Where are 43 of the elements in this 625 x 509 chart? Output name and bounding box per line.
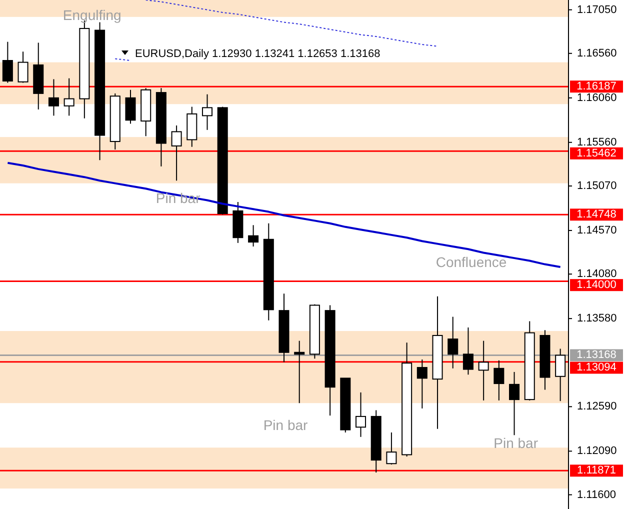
- candlestick: [448, 316, 458, 369]
- candlestick: [202, 94, 212, 130]
- y-tick-label: 1.16060: [577, 92, 617, 104]
- y-tick-label: 1.12590: [577, 400, 617, 413]
- candlestick: [494, 360, 504, 401]
- annotation: Confluence: [436, 254, 507, 270]
- y-tick-label: 1.14080: [577, 268, 617, 280]
- candlestick: [2, 41, 13, 84]
- text: EURUSD,Daily 1.12930 1.13241 1.12653 1.13168: [135, 48, 380, 60]
- candlestick: [64, 78, 74, 116]
- candlestick: [48, 78, 59, 116]
- annotation: Engulfing: [62, 7, 122, 23]
- annotation: Pin bar: [494, 435, 538, 451]
- candlestick: [171, 124, 182, 182]
- y-tick-label: 1.11600: [577, 488, 616, 501]
- candlestick: [386, 432, 397, 466]
- candlestick: [416, 359, 428, 409]
- candlestick: [294, 340, 305, 404]
- ref-line-label: 1.14000: [576, 279, 616, 292]
- candlestick: [555, 348, 566, 402]
- candlestick: [125, 89, 136, 124]
- candlestick: [356, 392, 366, 438]
- ref-line-label: 1.16187: [576, 80, 616, 93]
- line-series: [145, 0, 438, 47]
- candlestick: [509, 371, 520, 436]
- ref-line-label: 1.13094: [576, 362, 616, 374]
- ref-line-label: 1.13168: [576, 349, 616, 362]
- y-tick-label: 1.17050: [577, 4, 617, 16]
- y-tick-label: 1.13580: [577, 312, 617, 325]
- candlestick: [18, 51, 28, 84]
- y-tick-label: 1.16560: [577, 47, 617, 60]
- candlestick: [462, 326, 474, 376]
- candlestick: [248, 224, 259, 247]
- y-tick-label: 1.15070: [577, 180, 617, 192]
- y-tick-label: 1.12090: [577, 445, 617, 458]
- annotation: Pin bar: [263, 417, 308, 433]
- ref-line-label: 1.15462: [576, 147, 616, 160]
- line-series: [6, 162, 562, 268]
- y-tick-label: 1.14570: [577, 224, 617, 236]
- ref-line-label: 1.14748: [576, 208, 616, 221]
- ref-line-label: 1.11871: [577, 464, 616, 477]
- candlestick: [478, 340, 489, 401]
- y-tick-label: 1.15560: [577, 136, 617, 148]
